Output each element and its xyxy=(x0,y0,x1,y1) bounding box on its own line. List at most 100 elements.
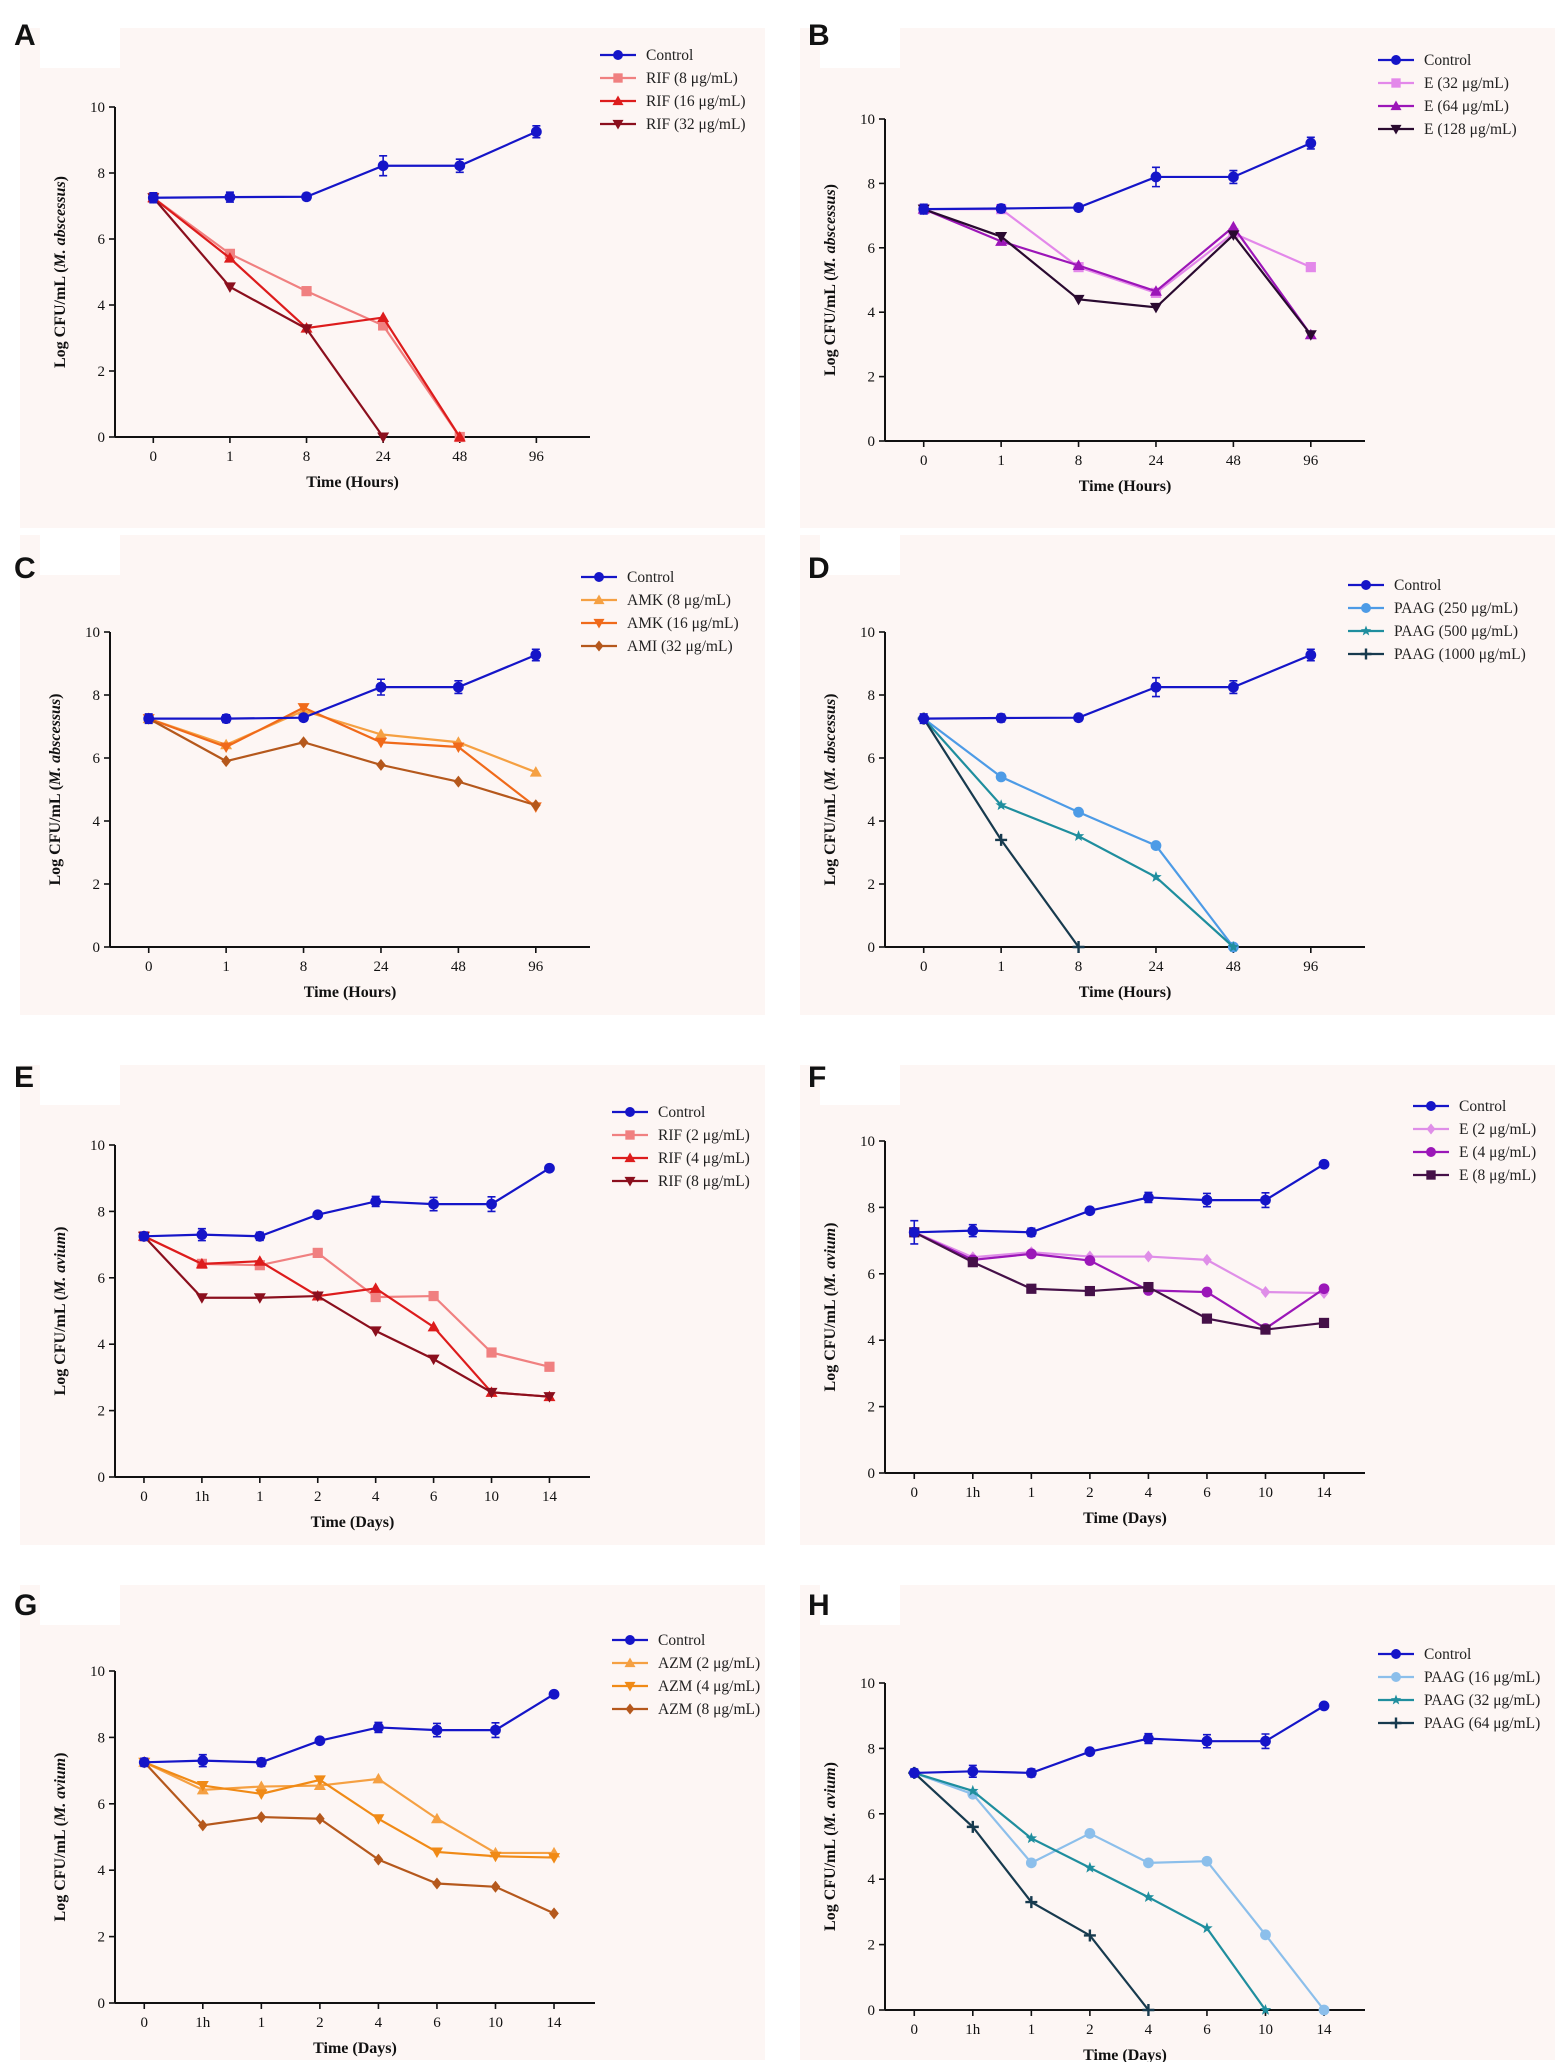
panel-letter: B xyxy=(808,19,830,52)
panel-label-box xyxy=(40,1065,120,1105)
data-point xyxy=(431,1724,443,1736)
data-point xyxy=(377,311,390,323)
data-point xyxy=(198,1819,208,1832)
data-point xyxy=(529,766,542,777)
legend-marker xyxy=(1426,1147,1436,1157)
x-tick-label: 24 xyxy=(1148,959,1164,975)
legend-label: RIF (32 μg/mL) xyxy=(646,116,746,133)
data-point xyxy=(374,737,387,749)
y-tick-label: 10 xyxy=(860,112,875,128)
x-tick-label: 14 xyxy=(1317,2022,1333,2038)
data-point xyxy=(314,1735,326,1747)
series-control xyxy=(143,648,542,725)
data-point xyxy=(995,771,1007,783)
legend-item: AZM (4 μg/mL) xyxy=(612,1678,760,1695)
data-point xyxy=(1305,137,1317,149)
data-point xyxy=(1150,871,1162,882)
data-point xyxy=(1025,1248,1037,1260)
x-tick-label: 1 xyxy=(226,449,234,465)
legend-marker xyxy=(625,1130,635,1140)
data-point xyxy=(1201,1194,1213,1206)
legend-item: E (2 μg/mL) xyxy=(1413,1121,1536,1138)
data-point xyxy=(298,712,309,724)
legend-label: Control xyxy=(646,47,693,64)
data-point xyxy=(311,1291,324,1303)
series-line xyxy=(144,1693,555,1764)
series-control xyxy=(908,1158,1330,1245)
legend: Control PAAG (250 μg/mL) PAAG (500 μg/mL) P… xyxy=(1348,577,1526,663)
x-tick-label: 2 xyxy=(314,1489,322,1505)
legend-label: RIF (4 μg/mL) xyxy=(658,1150,750,1167)
data-point xyxy=(967,1257,978,1268)
data-point xyxy=(549,1907,559,1920)
data-point xyxy=(315,1812,325,1825)
x-tick-label: 4 xyxy=(372,1489,380,1505)
data-point xyxy=(143,713,155,725)
data-point xyxy=(453,431,466,442)
x-tick-label: 8 xyxy=(300,959,308,975)
x-tick-label: 1 xyxy=(997,959,1005,975)
y-tick-label: 8 xyxy=(868,1200,876,1216)
y-tick-label: 10 xyxy=(90,1138,105,1154)
data-point xyxy=(372,1772,385,1784)
y-axis-title-prefix: Log CFU/mL ( xyxy=(822,785,839,885)
y-tick-label: 4 xyxy=(98,1337,106,1353)
x-tick-label: 0 xyxy=(911,1485,919,1501)
series-line xyxy=(143,1761,555,1859)
data-point xyxy=(1026,1283,1037,1294)
data-point xyxy=(377,160,389,172)
data-point xyxy=(1025,1857,1037,1869)
y-tick-label: 6 xyxy=(93,751,101,767)
legend: Control RIF (8 μg/mL) RIF (16 μg/mL) RIF (3… xyxy=(600,47,746,133)
data-point xyxy=(1073,806,1084,818)
series-line xyxy=(914,1163,1325,1234)
panel-e: E 0 2 4 6 8 10 0 1h 1 2 4 6 10 14 Time (Days) Log CFU/mL… xyxy=(14,1061,765,1545)
legend-marker xyxy=(625,1107,635,1117)
data-point xyxy=(375,681,387,693)
panel-label-box xyxy=(820,535,900,575)
data-point xyxy=(298,736,309,749)
legend-label: PAAG (500 μg/mL) xyxy=(1394,623,1518,640)
data-point xyxy=(1227,171,1239,183)
data-point xyxy=(300,324,313,335)
y-axis-title-suffix: ) xyxy=(47,693,64,698)
x-tick-label: 0 xyxy=(150,449,158,465)
data-point xyxy=(548,1853,561,1864)
legend-marker xyxy=(1360,648,1372,660)
data-point xyxy=(1305,649,1317,661)
y-axis-title: Log CFU/mL (M. abscessus) xyxy=(822,693,839,885)
series-line xyxy=(913,1231,1325,1330)
x-tick-label: 6 xyxy=(433,2015,441,2031)
series-line xyxy=(148,717,537,807)
y-axis-title-suffix: ) xyxy=(822,1762,839,1767)
data-point xyxy=(1025,1767,1037,1779)
legend-item: PAAG (64 μg/mL) xyxy=(1378,1715,1540,1732)
legend-item: E (128 μg/mL) xyxy=(1378,121,1517,138)
x-tick-label: 1 xyxy=(1028,2022,1036,2038)
data-point xyxy=(196,1229,208,1241)
series-control xyxy=(138,1162,555,1242)
data-point xyxy=(255,1789,268,1800)
y-axis-title-suffix: ) xyxy=(822,693,839,698)
legend-label: AZM (4 μg/mL) xyxy=(658,1678,760,1695)
data-point xyxy=(1260,1194,1271,1206)
y-axis-title-suffix: ) xyxy=(52,176,69,181)
data-point xyxy=(1259,2004,1272,2015)
data-point xyxy=(372,1814,385,1825)
panel-letter: G xyxy=(14,1589,37,1622)
legend-label: E (8 μg/mL) xyxy=(1459,1167,1536,1184)
series-line xyxy=(152,197,385,438)
panel-background xyxy=(20,535,765,1015)
data-point xyxy=(312,1209,324,1221)
x-tick-label: 6 xyxy=(430,1489,438,1505)
data-point xyxy=(220,713,232,725)
data-point xyxy=(1084,1285,1095,1297)
x-axis-title: Time (Hours) xyxy=(306,474,399,491)
panel-letter: C xyxy=(14,552,36,585)
y-tick-label: 2 xyxy=(93,877,101,893)
y-axis-title: Log CFU/mL (M. abscessus) xyxy=(47,693,64,885)
y-tick-label: 10 xyxy=(860,1676,875,1692)
panel-background xyxy=(20,1585,765,2060)
data-point xyxy=(1304,330,1317,341)
